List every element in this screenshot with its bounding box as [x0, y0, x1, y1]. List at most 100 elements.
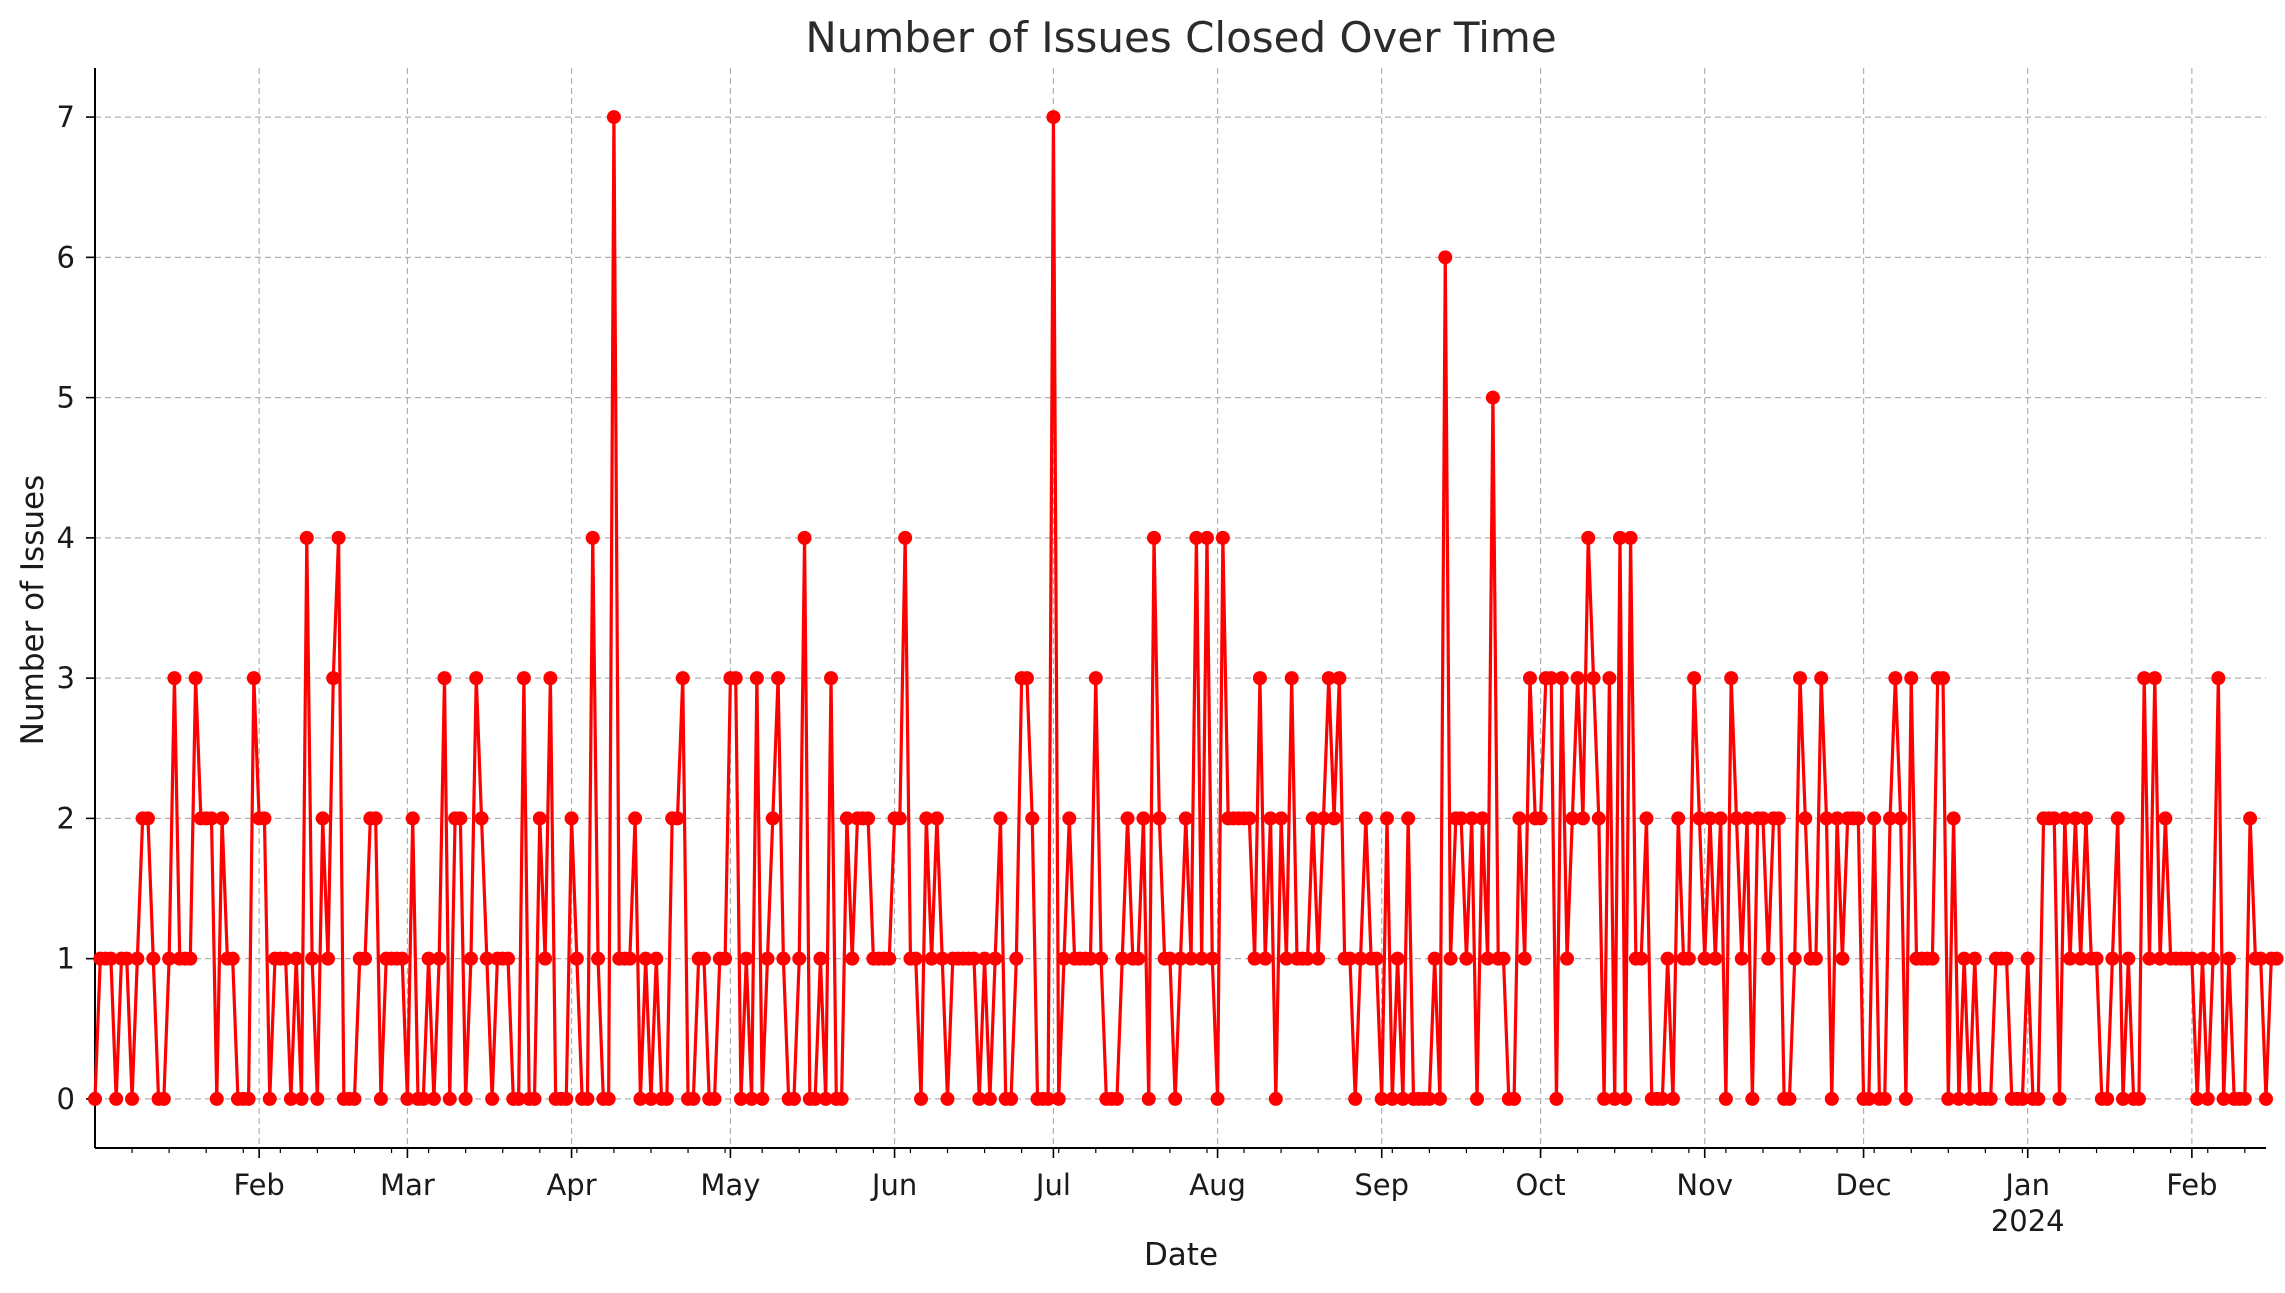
data-point [2078, 811, 2093, 826]
data-point [1454, 811, 1469, 826]
data-point [1941, 1091, 1956, 1106]
series-layer [88, 110, 2284, 1106]
y-tick-label: 7 [57, 100, 75, 134]
data-point [1554, 671, 1569, 686]
data-point [358, 951, 373, 966]
x-tick-label: Feb [233, 1168, 284, 1202]
data-point [209, 1091, 224, 1106]
data-point [416, 1091, 431, 1106]
data-point [1131, 951, 1146, 966]
data-point [786, 1091, 801, 1106]
data-point [1374, 1091, 1389, 1106]
data-point [1422, 1091, 1437, 1106]
data-point [1274, 811, 1289, 826]
data-point [2237, 1091, 2252, 1106]
data-point [882, 951, 897, 966]
data-point [1480, 951, 1495, 966]
axes [94, 68, 2266, 1149]
data-point [1697, 951, 1712, 966]
data-point [1967, 951, 1982, 966]
data-point [1475, 811, 1490, 826]
data-point [2020, 951, 2035, 966]
data-point [1316, 811, 1331, 826]
data-point [1898, 1091, 1913, 1106]
data-point [1390, 951, 1405, 966]
data-point [1581, 530, 1596, 545]
x-tick-label: May [700, 1168, 760, 1202]
data-point [2131, 1091, 2146, 1106]
data-point [1761, 951, 1776, 966]
data-point [765, 811, 780, 826]
data-point [2068, 811, 2083, 826]
tick-marks [86, 116, 2246, 1158]
data-point [633, 1091, 648, 1106]
data-point [808, 1091, 823, 1106]
data-point [432, 951, 447, 966]
data-point [1808, 951, 1823, 966]
data-point [453, 811, 468, 826]
data-point [2015, 1091, 2030, 1106]
data-point [643, 1091, 658, 1106]
data-point [405, 811, 420, 826]
data-point [331, 530, 346, 545]
data-point [1512, 811, 1527, 826]
data-point [1321, 671, 1336, 686]
data-point [1740, 811, 1755, 826]
data-point [1300, 951, 1315, 966]
data-point [1380, 811, 1395, 826]
x-tick-label: Jun [870, 1168, 917, 1202]
data-point [103, 951, 118, 966]
data-point [1258, 951, 1273, 966]
x-tick-label: Aug [1189, 1168, 1246, 1202]
data-point [929, 811, 944, 826]
data-point [728, 671, 743, 686]
data-point [1369, 951, 1384, 966]
data-point [225, 951, 240, 966]
data-point [1888, 671, 1903, 686]
series-line [93, 115, 2277, 1101]
data-point [1819, 811, 1834, 826]
data-point [1951, 1091, 1966, 1106]
data-point [861, 811, 876, 826]
data-point [569, 951, 584, 966]
y-tick-label: 6 [57, 240, 75, 274]
data-point [1782, 1091, 1797, 1106]
data-point [310, 1091, 325, 1106]
data-point [1395, 1091, 1410, 1106]
data-point [1470, 1091, 1485, 1106]
data-point [914, 1091, 929, 1106]
data-point [892, 811, 907, 826]
data-point [1687, 671, 1702, 686]
data-point [1745, 1091, 1760, 1106]
data-point [1517, 951, 1532, 966]
data-point [2063, 951, 2078, 966]
data-point [1342, 951, 1357, 966]
data-point [1025, 811, 1040, 826]
data-point [1655, 1091, 1670, 1106]
data-point [1681, 951, 1696, 966]
data-point [2142, 951, 2157, 966]
data-point [1835, 951, 1850, 966]
data-point [1660, 951, 1675, 966]
x-tick-label: Jul [1034, 1168, 1071, 1202]
data-point [1957, 951, 1972, 966]
data-point [283, 1091, 298, 1106]
data-point [373, 1091, 388, 1106]
data-point [818, 1091, 833, 1106]
data-point [2158, 811, 2173, 826]
data-point [1692, 811, 1707, 826]
data-point [1793, 671, 1808, 686]
data-point [744, 1091, 759, 1106]
data-point [1041, 1091, 1056, 1106]
data-point [1279, 951, 1294, 966]
data-point [2253, 951, 2268, 966]
data-point [940, 1091, 955, 1106]
data-point [289, 951, 304, 966]
data-point [696, 951, 711, 966]
data-point [739, 951, 754, 966]
data-point [1178, 811, 1193, 826]
data-point [2221, 951, 2236, 966]
data-point [1019, 671, 1034, 686]
data-point [1094, 951, 1109, 966]
